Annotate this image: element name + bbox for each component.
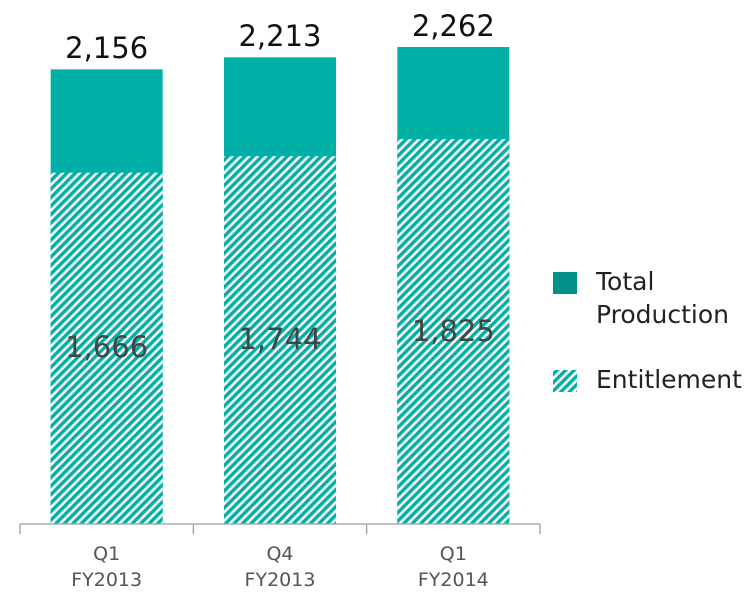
data-label: 2,262 (411, 9, 495, 43)
x-tick-label: Q1 FY2013 (71, 543, 143, 591)
legend-swatch (553, 370, 577, 392)
legend-swatch (553, 272, 577, 294)
bar (397, 139, 510, 524)
data-label: 1,744 (238, 322, 322, 357)
legend-label: Entitlement (596, 365, 742, 394)
bar (50, 172, 163, 524)
data-label: 2,213 (238, 19, 322, 54)
data-label: 1,825 (411, 313, 495, 348)
data-label: 1,666 (65, 330, 149, 365)
data-label: 2,156 (65, 31, 149, 66)
bar (224, 156, 336, 524)
x-tick-label: Q4 FY2013 (244, 543, 316, 591)
legend-label: Total Production (596, 267, 730, 329)
x-tick-label: Q1 FY2014 (417, 543, 489, 591)
